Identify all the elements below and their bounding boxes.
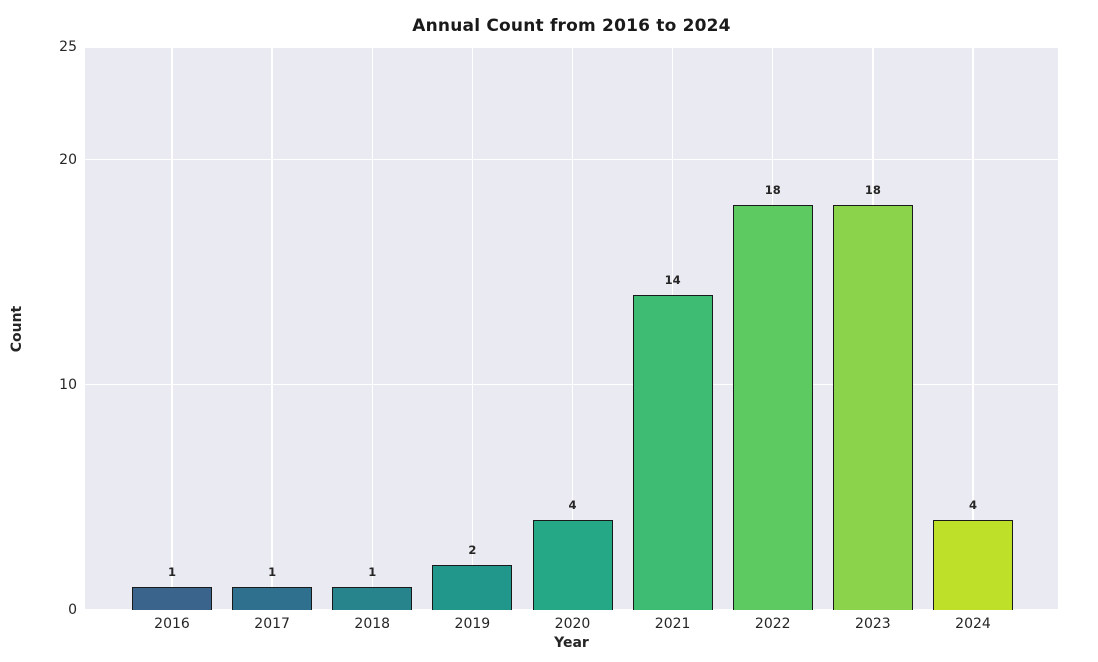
gridline-x-2024 xyxy=(972,47,974,610)
x-tick-label-2016: 2016 xyxy=(154,616,190,632)
x-tick-label-2024: 2024 xyxy=(955,616,991,632)
x-tick-label-2020: 2020 xyxy=(554,616,591,632)
y-tick-label-20: 20 xyxy=(59,151,77,168)
x-tick-label-2019: 2019 xyxy=(454,616,491,632)
x-tick-label-2023: 2023 xyxy=(855,616,891,632)
bar-value-label-2023: 18 xyxy=(864,182,881,197)
bar-2023 xyxy=(832,204,913,610)
gridline-x-2017 xyxy=(271,47,273,610)
bar-2021 xyxy=(632,294,713,610)
bar-value-label-2016: 1 xyxy=(167,565,177,580)
y-axis-label: Count xyxy=(9,305,25,353)
bar-2020 xyxy=(532,519,613,610)
y-tick-label-25: 25 xyxy=(59,39,77,55)
x-tick-label-2017: 2017 xyxy=(254,616,290,632)
gridline-y-20 xyxy=(85,158,1058,161)
bar-value-label-2020: 4 xyxy=(568,497,577,512)
x-tick-label-2021: 2021 xyxy=(654,616,691,632)
bar-value-label-2018: 1 xyxy=(368,565,377,580)
bar-2016 xyxy=(132,587,212,610)
plot-area: 1 1 1 2 4 14 18 18 4 xyxy=(85,47,1058,610)
bar-2017 xyxy=(232,587,313,610)
bar-2019 xyxy=(432,564,513,610)
bar-2018 xyxy=(332,587,413,610)
bar-value-label-2024: 4 xyxy=(968,497,978,512)
gridline-x-2016 xyxy=(171,47,173,610)
bar-value-label-2019: 2 xyxy=(468,542,477,557)
gridline-x-2019 xyxy=(471,47,474,610)
gridline-x-2020 xyxy=(571,47,574,610)
bar-value-label-2017: 1 xyxy=(268,565,277,580)
bar-value-label-2021: 14 xyxy=(664,272,681,287)
bar-value-label-2022: 18 xyxy=(764,182,781,197)
gridline-y-10 xyxy=(85,384,1058,386)
x-axis-label: Year xyxy=(554,635,589,651)
bar-2022 xyxy=(732,204,813,610)
bar-2024 xyxy=(933,519,1013,610)
x-tick-label-2022: 2022 xyxy=(754,616,791,632)
chart-title: Annual Count from 2016 to 2024 xyxy=(412,16,731,36)
y-tick-label-0: 0 xyxy=(68,602,77,618)
gridline-y-25 xyxy=(85,47,1058,48)
x-tick-label-2018: 2018 xyxy=(354,616,391,632)
gridline-x-2018 xyxy=(371,47,373,610)
y-tick-label-10: 10 xyxy=(59,376,77,393)
